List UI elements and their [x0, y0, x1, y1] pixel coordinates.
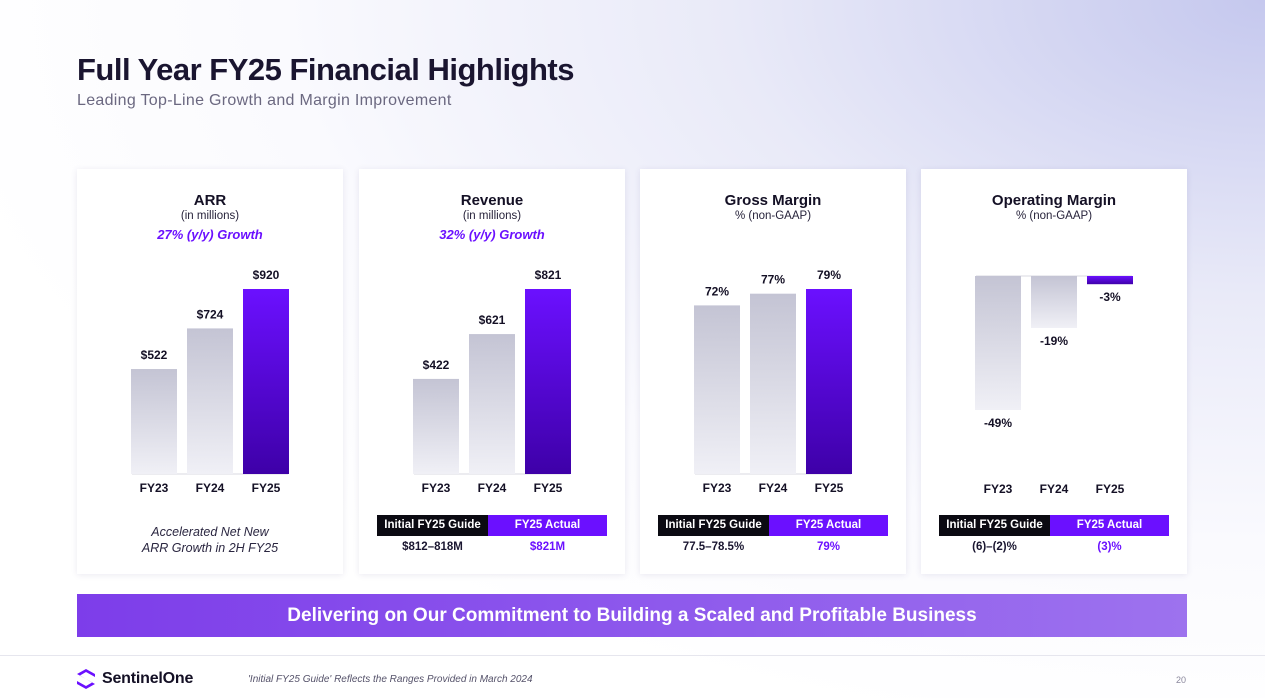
category-label: FY23 [140, 481, 169, 495]
bar-fy23 [413, 378, 459, 474]
card-title: Revenue [460, 192, 524, 209]
data-label: $920 [253, 268, 280, 282]
guide-value-initial: $812–818M [402, 541, 463, 553]
guide-values: $812–818M $821M [377, 536, 607, 558]
sentinelone-logo-icon [77, 669, 95, 689]
data-label: -3% [1099, 290, 1121, 304]
commitment-banner: Delivering on Our Commitment to Building… [77, 594, 1187, 637]
growth-label: 32% (y/y) Growth [439, 227, 545, 242]
bar-fy24 [469, 334, 515, 474]
operating-margin-chart: -49% FY23 -19% FY24 -3% FY25 [975, 275, 1133, 496]
bar-fy25 [243, 289, 289, 474]
guide-header: Initial FY25 Guide FY25 Actual [939, 515, 1169, 536]
category-label: FY23 [422, 481, 451, 495]
category-label: FY25 [1096, 482, 1125, 496]
category-label: FY25 [252, 481, 281, 495]
guide-value-actual: (3)% [1097, 541, 1122, 553]
gross-margin-card: Gross Margin % (non-GAAP) 72% FY23 77% FY24… [640, 169, 906, 574]
guide-header-initial: Initial FY25 Guide [377, 515, 488, 536]
bar-fy25 [525, 289, 571, 474]
data-label: 77% [761, 273, 785, 287]
card-subtitle: % (non-GAAP) [734, 210, 812, 222]
bar-fy23 [975, 276, 1021, 410]
card-title: Gross Margin [724, 192, 822, 209]
data-label: $821 [535, 268, 562, 282]
page-number: 20 [1176, 675, 1187, 685]
operating-margin-card: Operating Margin % (non-GAAP) -49% FY23 -1… [921, 169, 1187, 574]
guide-values: 77.5–78.5% 79% [658, 536, 888, 558]
category-label: FY24 [1040, 482, 1069, 496]
category-label: FY24 [478, 481, 507, 495]
bar-fy25 [806, 289, 852, 474]
revenue-chart: $422 FY23 $621 FY24 $821 FY25 [413, 268, 571, 495]
data-label: -49% [984, 416, 1012, 430]
card-title: Operating Margin [991, 192, 1117, 209]
guide-table: Initial FY25 Guide FY25 Actual 77.5–78.5… [658, 515, 888, 558]
guide-table: Initial FY25 Guide FY25 Actual $812–818M… [377, 515, 607, 558]
data-label: $621 [479, 313, 506, 327]
bar-fy25 [1087, 276, 1133, 285]
footer-divider [0, 655, 1265, 656]
bar-fy24 [750, 293, 796, 474]
guide-header-actual: FY25 Actual [1050, 515, 1169, 536]
guide-values: (6)–(2)% (3)% [939, 536, 1169, 558]
card-subtitle: (in millions) [180, 210, 240, 222]
data-label: $724 [197, 307, 224, 321]
guide-header: Initial FY25 Guide FY25 Actual [658, 515, 888, 536]
page-subtitle: Leading Top-Line Growth and Margin Impro… [77, 92, 452, 109]
bar-fy23 [131, 369, 177, 474]
guide-value-initial: 77.5–78.5% [682, 541, 745, 553]
category-label: FY25 [534, 481, 563, 495]
data-label: 72% [705, 284, 729, 298]
bar-fy24 [1031, 276, 1077, 328]
note-line: Accelerated Net New [151, 525, 269, 539]
note-line: ARR Growth in 2H FY25 [141, 541, 279, 555]
guide-header: Initial FY25 Guide FY25 Actual [377, 515, 607, 536]
footnote: 'Initial FY25 Guide' Reflects the Ranges… [248, 674, 533, 685]
guide-value-initial: (6)–(2)% [972, 541, 1017, 553]
guide-header-actual: FY25 Actual [769, 515, 888, 536]
arr-card: ARR (in millions) 27% (y/y) Growth $522 F… [77, 169, 343, 574]
bar-fy23 [694, 305, 740, 474]
category-label: FY24 [759, 481, 788, 495]
sentinelone-logo: SentinelOne [76, 668, 193, 690]
data-label: $422 [423, 358, 450, 372]
brand-name: SentinelOne [102, 670, 194, 687]
card-subtitle: (in millions) [462, 210, 522, 222]
category-label: FY23 [703, 481, 732, 495]
arr-chart: $522 FY23 $724 FY24 $920 FY25 [131, 268, 289, 495]
guide-header-actual: FY25 Actual [488, 515, 607, 536]
card-title: ARR [193, 192, 227, 209]
arr-note: Accelerated Net New ARR Growth in 2H FY2… [77, 524, 343, 556]
category-label: FY25 [815, 481, 844, 495]
growth-label: 27% (y/y) Growth [157, 227, 263, 242]
guide-value-actual: $821M [529, 541, 566, 553]
card-subtitle: % (non-GAAP) [1015, 210, 1093, 222]
data-label: $522 [141, 348, 168, 362]
guide-table: Initial FY25 Guide FY25 Actual (6)–(2)% … [939, 515, 1169, 558]
guide-header-initial: Initial FY25 Guide [939, 515, 1050, 536]
data-label: -19% [1040, 334, 1068, 348]
category-label: FY24 [196, 481, 225, 495]
category-label: FY23 [984, 482, 1013, 496]
bar-fy24 [187, 328, 233, 474]
data-label: 79% [817, 268, 841, 282]
gross-margin-chart: 72% FY23 77% FY24 79% FY25 [694, 268, 852, 495]
revenue-card: Revenue (in millions) 32% (y/y) Growth $… [359, 169, 625, 574]
guide-header-initial: Initial FY25 Guide [658, 515, 769, 536]
page-title: Full Year FY25 Financial Highlights [77, 52, 575, 87]
guide-value-actual: 79% [816, 541, 841, 553]
